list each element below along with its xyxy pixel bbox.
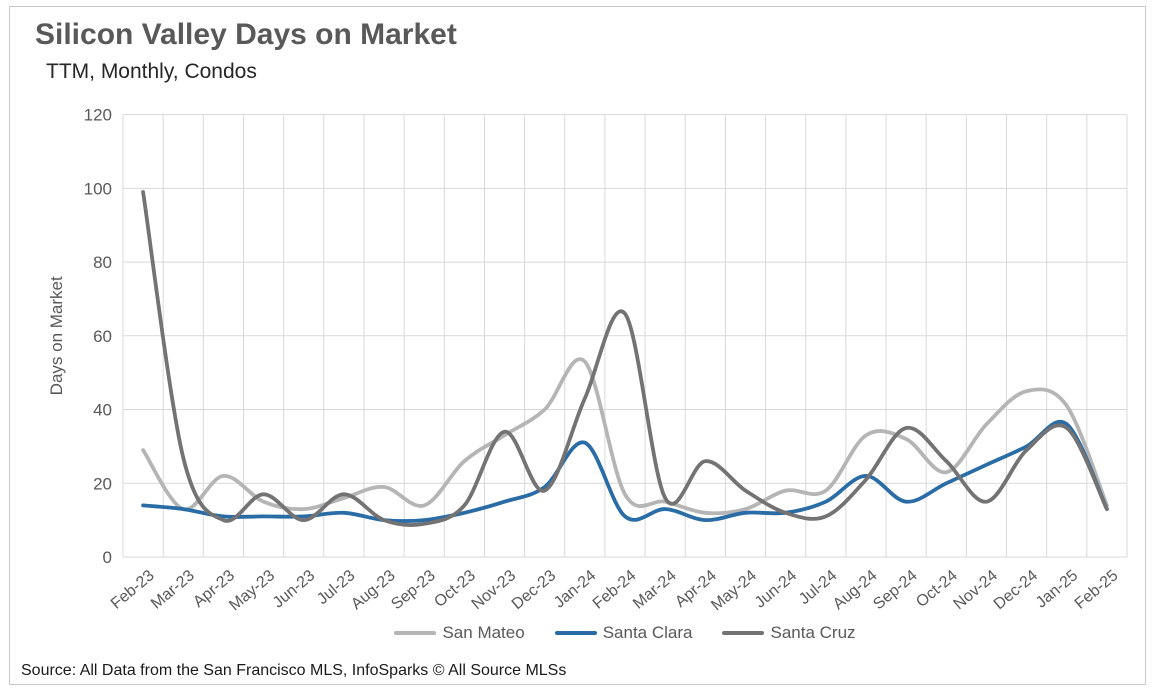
x-axis-labels: Feb-23Mar-23Apr-23May-23Jun-23Jul-23Aug-… <box>108 567 1122 614</box>
x-tick-label: Feb-24 <box>590 567 640 613</box>
x-tick-label: May-24 <box>708 567 760 614</box>
x-tick-label: Aug-24 <box>830 567 881 613</box>
legend-label: San Mateo <box>442 623 525 642</box>
y-tick-label: 80 <box>93 253 112 272</box>
x-tick-label: Sep-24 <box>870 567 921 613</box>
series-line-santa-clara <box>141 420 1109 523</box>
legend-item-santa-clara: Santa Clara <box>554 623 693 643</box>
chart-subtitle: TTM, Monthly, Condos <box>46 60 257 83</box>
y-tick-label: 20 <box>93 474 112 493</box>
series-line-santa-cruz <box>141 190 1109 527</box>
x-tick-label: Dec-24 <box>991 567 1042 613</box>
y-tick-label: 0 <box>103 548 112 567</box>
chart-legend: San Mateo Santa Clara Santa Cruz <box>123 623 1127 643</box>
legend-item-san-mateo: San Mateo <box>394 623 525 643</box>
santa-cruz-line-swatch-icon <box>722 631 765 635</box>
x-tick-label: Sep-23 <box>388 567 439 613</box>
y-axis-title: Days on Market <box>47 276 66 395</box>
legend-label: Santa Cruz <box>770 623 856 642</box>
chart-title: Silicon Valley Days on Market <box>35 18 457 51</box>
x-tick-label: Jun-24 <box>752 567 800 612</box>
x-tick-label: Nov-24 <box>951 567 1002 613</box>
y-tick-label: 60 <box>93 327 112 346</box>
y-axis-labels: 0 20 40 60 80 100 120 <box>84 106 112 567</box>
x-tick-label: Jan-25 <box>1033 567 1081 612</box>
chart-frame <box>9 6 1146 685</box>
gridlines <box>122 114 1128 558</box>
x-tick-label: Nov-23 <box>469 567 520 613</box>
y-tick-label: 100 <box>84 179 112 198</box>
y-tick-label: 120 <box>84 106 112 125</box>
x-tick-label: Aug-23 <box>348 567 399 613</box>
x-tick-label: Dec-23 <box>509 567 560 613</box>
legend-item-santa-cruz: Santa Cruz <box>722 623 856 643</box>
x-tick-label: Feb-25 <box>1072 567 1122 613</box>
x-tick-label: Jun-23 <box>270 567 318 612</box>
legend-label: Santa Clara <box>602 623 693 642</box>
x-tick-label: Mar-24 <box>630 567 680 613</box>
x-tick-label: May-23 <box>226 567 278 614</box>
san-mateo-line-swatch-icon <box>394 631 437 635</box>
x-tick-label: Jan-24 <box>551 567 599 612</box>
santa-clara-line-swatch-icon <box>554 631 597 635</box>
x-tick-label: Mar-23 <box>148 567 198 613</box>
series-line-san-mateo <box>141 357 1109 516</box>
x-tick-label: Feb-23 <box>108 567 158 613</box>
y-tick-label: 40 <box>93 401 112 420</box>
source-attribution: Source: All Data from the San Francisco … <box>21 662 567 679</box>
